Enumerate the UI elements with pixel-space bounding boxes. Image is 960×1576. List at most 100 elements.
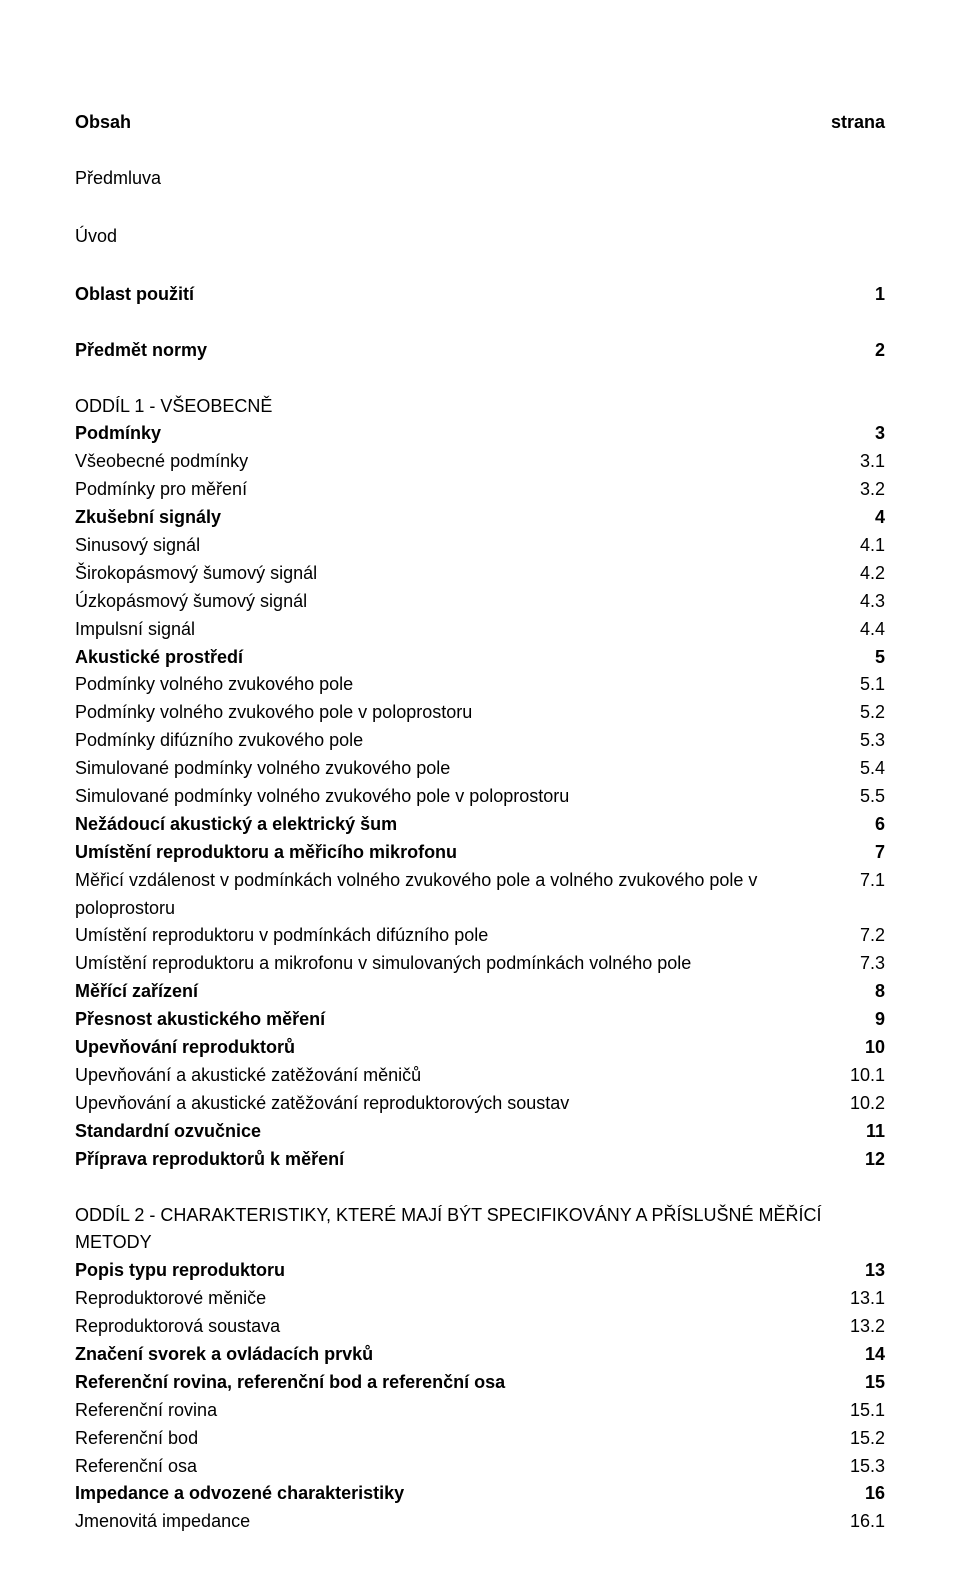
toc-row: Umístění reproduktoru v podmínkách difúz… bbox=[75, 922, 885, 950]
toc-label: Upevňování a akustické zatěžování reprod… bbox=[75, 1090, 830, 1118]
toc-row: Podmínky volného zvukového pole v polopr… bbox=[75, 699, 885, 727]
toc-label: Jmenovitá impedance bbox=[75, 1508, 830, 1536]
toc-label: Podmínky volného zvukového pole bbox=[75, 671, 840, 699]
toc-label: Zkušební signály bbox=[75, 504, 855, 532]
toc-number: 5.4 bbox=[860, 755, 885, 783]
toc-row: Simulované podmínky volného zvukového po… bbox=[75, 783, 885, 811]
toc-row: Referenční osa 15.3 bbox=[75, 1453, 885, 1481]
toc-row: Reproduktorové měniče13.1 bbox=[75, 1285, 885, 1313]
toc-number: 12 bbox=[865, 1146, 885, 1174]
toc-number: 4.2 bbox=[860, 560, 885, 588]
toc-row: Upevňování a akustické zatěžování měničů… bbox=[75, 1062, 885, 1090]
toc-number: 7.1 bbox=[860, 867, 885, 923]
toc-label: Podmínky difúzního zvukového pole bbox=[75, 727, 840, 755]
toc-row: Nežádoucí akustický a elektrický šum6 bbox=[75, 811, 885, 839]
toc-label: Impedance a odvozené charakteristiky bbox=[75, 1480, 845, 1508]
toc-number: 15.3 bbox=[850, 1453, 885, 1481]
toc-label: Referenční rovina bbox=[75, 1397, 830, 1425]
toc-row: Sinusový signál4.1 bbox=[75, 532, 885, 560]
toc-label: Předmět normy bbox=[75, 337, 855, 365]
toc-number: 14 bbox=[865, 1341, 885, 1369]
toc-row: Referenční rovina 15.1 bbox=[75, 1397, 885, 1425]
toc-row: Měřící zařízení 8 bbox=[75, 978, 885, 1006]
toc-label: Referenční osa bbox=[75, 1453, 830, 1481]
toc-label: Umístění reproduktoru a mikrofonu v simu… bbox=[75, 950, 840, 978]
spacer bbox=[75, 365, 885, 393]
toc-label: Širokopásmový šumový signál bbox=[75, 560, 840, 588]
toc-number: 13.2 bbox=[850, 1313, 885, 1341]
spacer bbox=[75, 1174, 885, 1202]
toc-number: 8 bbox=[875, 978, 885, 1006]
toc-row: Jmenovitá impedance16.1 bbox=[75, 1508, 885, 1536]
toc-number: 4.3 bbox=[860, 588, 885, 616]
toc-row: Oblast použití 1 bbox=[75, 281, 885, 309]
toc-label: Umístění reproduktoru v podmínkách difúz… bbox=[75, 922, 840, 950]
toc-label: Simulované podmínky volného zvukového po… bbox=[75, 755, 840, 783]
toc-number: 15 bbox=[865, 1369, 885, 1397]
toc-label: Značení svorek a ovládacích prvků bbox=[75, 1341, 845, 1369]
toc-number: 7.3 bbox=[860, 950, 885, 978]
toc-number: 3 bbox=[875, 420, 885, 448]
toc-label: Akustické prostředí bbox=[75, 644, 855, 672]
toc-header: Obsah strana bbox=[75, 112, 885, 133]
toc-row: Umístění reproduktoru a mikrofonu v simu… bbox=[75, 950, 885, 978]
toc-label: Popis typu reproduktoru bbox=[75, 1257, 845, 1285]
toc-row: Všeobecné podmínky 3.1 bbox=[75, 448, 885, 476]
toc-label: Reproduktorová soustava bbox=[75, 1313, 830, 1341]
toc-number: 11 bbox=[866, 1118, 885, 1146]
toc-row: Akustické prostředí 5 bbox=[75, 644, 885, 672]
toc-number: 5.3 bbox=[860, 727, 885, 755]
toc-row: Podmínky 3 bbox=[75, 420, 885, 448]
toc-number: 1 bbox=[875, 281, 885, 309]
toc-row: Referenční bod 15.2 bbox=[75, 1425, 885, 1453]
toc-label: Simulované podmínky volného zvukového po… bbox=[75, 783, 840, 811]
toc-number: 10.1 bbox=[850, 1062, 885, 1090]
document-page: Obsah strana PředmluvaÚvod Oblast použit… bbox=[0, 0, 960, 1576]
toc-row: Předmět normy 2 bbox=[75, 337, 885, 365]
toc-label: Podmínky bbox=[75, 420, 855, 448]
toc-label: Oblast použití bbox=[75, 281, 855, 309]
toc-label: Úzkopásmový šumový signál bbox=[75, 588, 840, 616]
toc-row: Podmínky difúzního zvukového pole 5.3 bbox=[75, 727, 885, 755]
toc-body: Oblast použití1Předmět normy2ODDÍL 1 - V… bbox=[75, 281, 885, 1536]
toc-label: Standardní ozvučnice bbox=[75, 1118, 846, 1146]
toc-row: Zkušební signály 4 bbox=[75, 504, 885, 532]
toc-label: Podmínky volného zvukového pole v polopr… bbox=[75, 699, 840, 727]
toc-number: 5 bbox=[875, 644, 885, 672]
toc-row: Simulované podmínky volného zvukového po… bbox=[75, 755, 885, 783]
toc-label: Impulsní signál bbox=[75, 616, 840, 644]
toc-row: Podmínky volného zvukového pole 5.1 bbox=[75, 671, 885, 699]
intro-line: Předmluva bbox=[75, 165, 885, 193]
header-left: Obsah bbox=[75, 112, 131, 133]
toc-label: Reproduktorové měniče bbox=[75, 1285, 830, 1313]
toc-number: 10.2 bbox=[850, 1090, 885, 1118]
toc-row: Popis typu reproduktoru 13 bbox=[75, 1257, 885, 1285]
toc-number: 15.2 bbox=[850, 1425, 885, 1453]
toc-number: 15.1 bbox=[850, 1397, 885, 1425]
toc-row: Impulsní signál4.4 bbox=[75, 616, 885, 644]
toc-number: 7 bbox=[875, 839, 885, 867]
toc-label: Měřící zařízení bbox=[75, 978, 855, 1006]
toc-label: Příprava reproduktorů k měření bbox=[75, 1146, 845, 1174]
spacer bbox=[75, 309, 885, 337]
intro-block: PředmluvaÚvod bbox=[75, 165, 885, 251]
toc-number: 4 bbox=[875, 504, 885, 532]
toc-row: Značení svorek a ovládacích prvků 14 bbox=[75, 1341, 885, 1369]
toc-label: Všeobecné podmínky bbox=[75, 448, 840, 476]
toc-number: 3.2 bbox=[860, 476, 885, 504]
toc-row: Umístění reproduktoru a měřicího mikrofo… bbox=[75, 839, 885, 867]
toc-row: Upevňování reproduktorů10 bbox=[75, 1034, 885, 1062]
header-right: strana bbox=[831, 112, 885, 133]
toc-label: Referenční bod bbox=[75, 1425, 830, 1453]
toc-number: 3.1 bbox=[860, 448, 885, 476]
toc-label: Měřicí vzdálenost v podmínkách volného z… bbox=[75, 867, 840, 923]
toc-label: Sinusový signál bbox=[75, 532, 840, 560]
toc-number: 5.1 bbox=[860, 671, 885, 699]
toc-number: 6 bbox=[875, 811, 885, 839]
toc-number: 13 bbox=[865, 1257, 885, 1285]
toc-number: 16 bbox=[865, 1480, 885, 1508]
toc-label: Referenční rovina, referenční bod a refe… bbox=[75, 1369, 845, 1397]
toc-label: Přesnost akustického měření bbox=[75, 1006, 855, 1034]
toc-number: 2 bbox=[875, 337, 885, 365]
toc-row: Upevňování a akustické zatěžování reprod… bbox=[75, 1090, 885, 1118]
